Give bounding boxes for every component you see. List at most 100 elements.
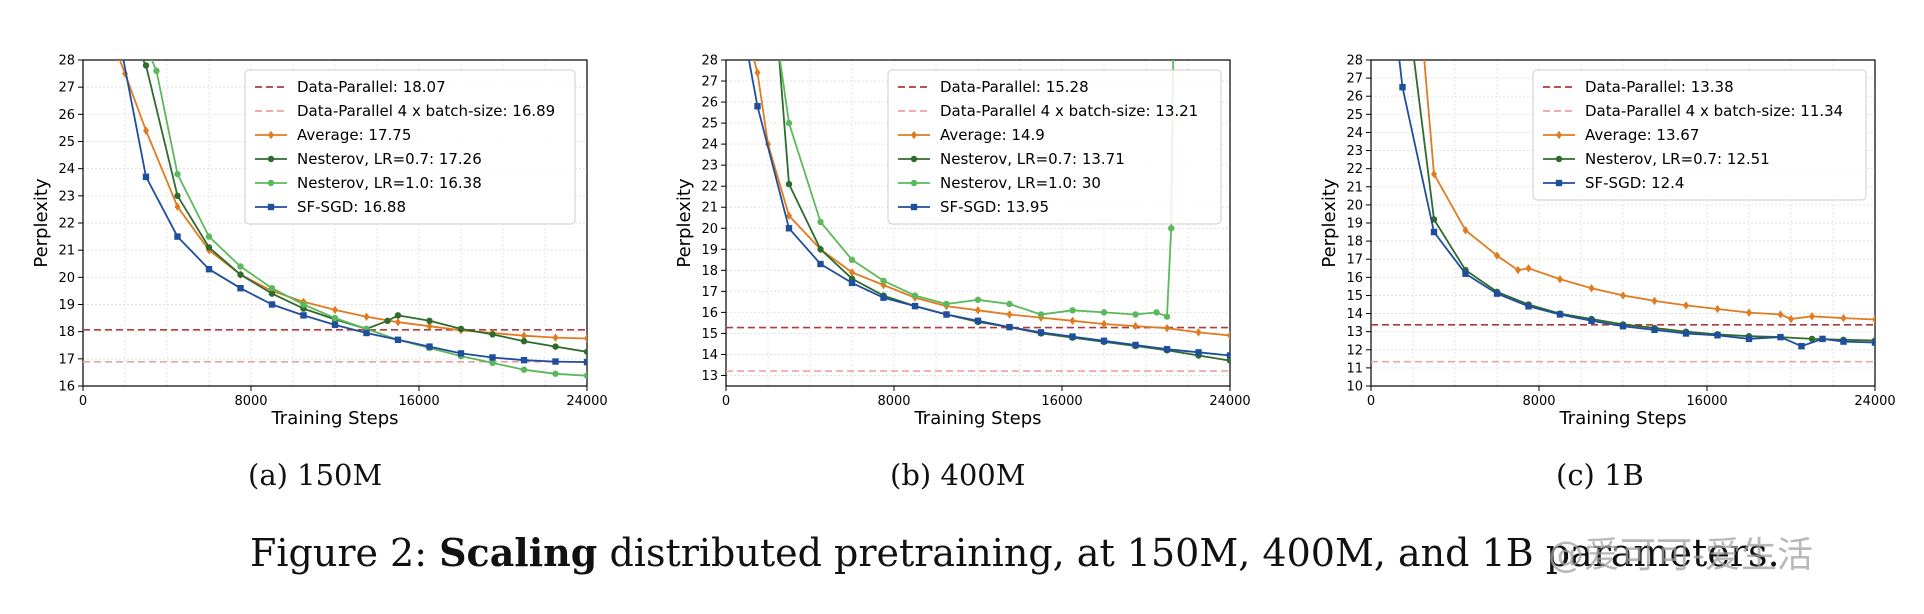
data-point <box>1714 332 1721 339</box>
data-point <box>1462 226 1469 235</box>
data-point <box>363 312 370 321</box>
data-point <box>174 233 181 240</box>
data-point <box>1588 284 1595 293</box>
series-line-4 <box>1398 60 1875 348</box>
data-point <box>1871 339 1875 346</box>
data-point <box>1132 311 1139 318</box>
watermark: @爱可可-爱生活 <box>1548 535 1813 576</box>
data-point <box>1525 303 1532 310</box>
data-point <box>1431 169 1437 179</box>
data-point <box>817 260 824 268</box>
data-point <box>237 263 244 270</box>
data-point <box>785 180 793 188</box>
y-tick-label: 22 <box>58 217 75 232</box>
data-point <box>457 325 465 333</box>
data-point <box>583 348 587 355</box>
data-point <box>1557 274 1563 284</box>
data-point <box>1809 312 1815 321</box>
x-tick-label: 8000 <box>234 394 267 409</box>
data-point <box>1037 311 1045 318</box>
data-point <box>1798 342 1805 350</box>
y-tick-label: 17 <box>701 285 718 300</box>
data-point <box>205 244 213 251</box>
data-point <box>1555 179 1563 187</box>
data-point <box>457 350 465 357</box>
series-line-5 <box>122 60 587 363</box>
legend-entry-label: Data-Parallel 4 x batch-size: 11.34 <box>1585 102 1843 120</box>
x-tick-label: 0 <box>722 394 730 409</box>
y-tick-label: 26 <box>58 108 75 123</box>
legend-entry-label: Nesterov, LR=0.7: 17.26 <box>297 150 482 168</box>
data-point <box>174 202 181 211</box>
data-point <box>1100 309 1108 316</box>
data-point <box>754 68 761 77</box>
legend-entry-label: Nesterov, LR=0.7: 12.51 <box>1585 150 1770 168</box>
chart-panel-1: 13 14 15 16 17 18 19 20 21 22 23 24 25 26 27 28 0 8000 160… <box>674 54 1251 430</box>
data-point <box>552 358 559 365</box>
x-tick-label: 8000 <box>877 394 910 409</box>
y-axis-label: Perplexity <box>31 178 52 268</box>
data-point <box>1777 310 1784 319</box>
data-point <box>1493 290 1501 297</box>
y-tick-label: 16 <box>701 306 718 321</box>
y-tick-label: 23 <box>1346 144 1363 159</box>
data-point <box>911 302 919 310</box>
data-point <box>1819 335 1826 343</box>
data-point <box>205 233 213 240</box>
caption-bold: Scaling <box>439 530 598 575</box>
data-point <box>384 317 391 324</box>
y-tick-label: 28 <box>701 54 718 69</box>
y-tick-label: 24 <box>58 162 75 177</box>
data-point <box>1069 333 1076 340</box>
data-point <box>785 225 793 232</box>
data-point <box>552 333 559 342</box>
data-point <box>1226 357 1230 364</box>
y-tick-label: 25 <box>58 135 75 150</box>
y-tick-label: 18 <box>1346 235 1363 250</box>
data-point <box>268 290 276 297</box>
legend-entry-label: Data-Parallel 4 x batch-size: 13.21 <box>940 102 1198 120</box>
data-point <box>1037 329 1045 336</box>
legend-entry-label: Data-Parallel: 18.07 <box>297 78 446 96</box>
data-point <box>1069 316 1076 325</box>
data-point <box>521 331 527 340</box>
data-point <box>911 130 917 140</box>
data-point <box>1195 349 1202 356</box>
data-point <box>267 155 275 163</box>
y-tick-label: 26 <box>701 96 718 111</box>
legend-box <box>887 69 1222 225</box>
y-tick-label: 12 <box>1346 343 1363 358</box>
x-tick-label: 24000 <box>1209 394 1250 409</box>
y-axis-label: Perplexity <box>1319 178 1340 268</box>
y-tick-label: 10 <box>1346 380 1363 395</box>
data-point <box>332 305 338 315</box>
y-tick-label: 17 <box>58 352 75 367</box>
data-point <box>1132 321 1139 331</box>
data-point <box>1588 317 1595 324</box>
data-point <box>1430 228 1438 236</box>
series-line-4 <box>150 60 587 377</box>
data-point <box>1006 300 1013 308</box>
data-point <box>205 265 213 273</box>
y-tick-label: 20 <box>1346 198 1363 213</box>
data-point <box>754 103 761 110</box>
data-point <box>1619 323 1627 330</box>
data-point <box>1777 333 1784 341</box>
y-axis-label: Perplexity <box>674 178 695 268</box>
data-point <box>880 277 887 285</box>
chart-panel-2: 10 11 12 13 14 15 16 17 18 19 20 21 22 23 24 25 26 27 28 0 8… <box>1319 54 1896 430</box>
caption-prefix: Figure 2: <box>250 531 440 575</box>
y-tick-label: 14 <box>701 348 718 363</box>
data-point <box>1808 335 1816 343</box>
data-point <box>1006 310 1013 319</box>
y-tick-label: 13 <box>701 369 718 384</box>
data-point <box>489 359 496 367</box>
data-point <box>520 356 528 364</box>
data-point <box>1746 308 1752 317</box>
data-point <box>1745 335 1753 343</box>
data-point <box>268 285 276 292</box>
series-line-3 <box>1413 60 1875 342</box>
data-point <box>910 179 918 187</box>
data-point <box>426 322 433 331</box>
